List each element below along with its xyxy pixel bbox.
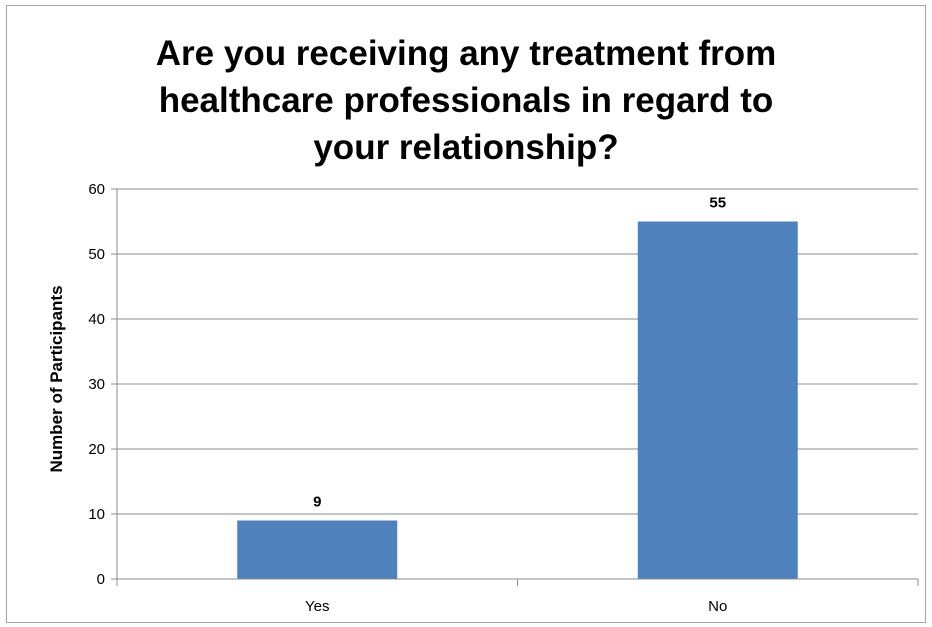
y-tick-label: 30 xyxy=(88,376,105,393)
x-category-label: No xyxy=(708,598,727,615)
axes xyxy=(116,189,919,586)
bar-yes xyxy=(237,520,398,579)
chart-title-line-2: healthcare professionals in regard to xyxy=(158,81,774,120)
bars: 9 Yes 55 No xyxy=(237,190,798,615)
data-label-background xyxy=(303,489,332,512)
y-axis-title: Number of Participants xyxy=(47,285,66,472)
gridlines xyxy=(117,188,918,515)
chart-title-line-1: Are you receiving any treatment from xyxy=(155,34,777,73)
y-tick-label: 60 xyxy=(88,181,105,198)
data-label-background xyxy=(703,190,732,213)
y-tick-label: 20 xyxy=(88,441,105,458)
x-category-label: Yes xyxy=(305,598,329,615)
chart-title: Are you receiving any treatment from hea… xyxy=(0,30,932,171)
data-label-no: 55 xyxy=(709,195,726,212)
bar-no xyxy=(637,221,798,579)
y-axis-ticks: 0 10 20 30 40 50 60 xyxy=(88,181,117,588)
y-tick-label: 10 xyxy=(88,506,105,523)
y-tick-label: 50 xyxy=(88,246,105,263)
chart-title-line-3: your relationship? xyxy=(313,128,619,167)
y-tick-label: 0 xyxy=(97,571,105,588)
data-label-yes: 9 xyxy=(313,494,321,511)
y-tick-label: 40 xyxy=(88,311,105,328)
